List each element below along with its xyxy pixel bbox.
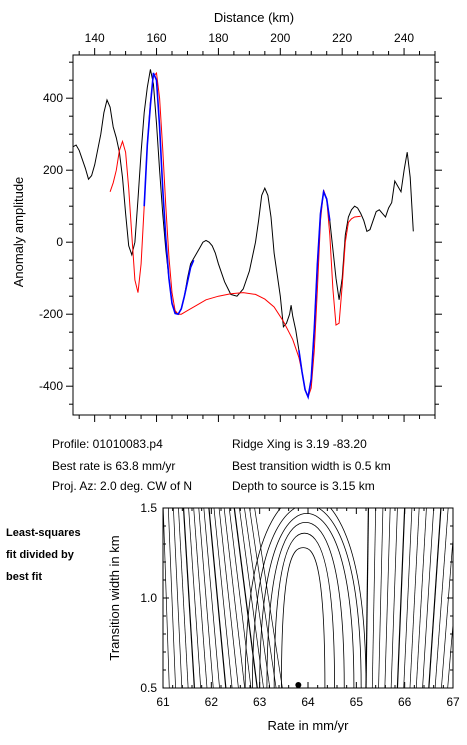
top-y-tick-label: -200 xyxy=(39,307,63,321)
top-y-tick-label: 400 xyxy=(43,91,63,105)
contour-line xyxy=(390,508,398,688)
contour-line xyxy=(193,508,208,688)
top-y-tick-label: -400 xyxy=(39,379,63,393)
contour-line xyxy=(365,508,370,688)
best-fit-marker xyxy=(295,682,302,688)
contour-line xyxy=(244,508,271,688)
contour-line xyxy=(415,508,427,688)
contour-line xyxy=(198,508,214,688)
observed-profile-line xyxy=(72,69,414,399)
profile-text: Profile: 01010083.p4 xyxy=(52,437,163,451)
contour-line xyxy=(460,508,467,688)
rate-tick-label: 67 xyxy=(446,695,460,709)
contour-line xyxy=(396,508,406,688)
contour-line xyxy=(403,508,413,688)
width-tick-label: 0.5 xyxy=(140,681,157,695)
bottom-plot-frame xyxy=(162,507,454,689)
top-y-tick-label: 0 xyxy=(56,235,63,249)
projection-azimuth-text: Proj. Az: 2.0 deg. CW of N xyxy=(52,479,193,493)
contour-line xyxy=(178,508,189,688)
contour-line xyxy=(173,508,183,688)
contour-line xyxy=(239,508,264,688)
side-label-line-3: best fit xyxy=(6,571,43,583)
contour-line xyxy=(249,508,277,688)
contour-line xyxy=(182,508,196,688)
ridge-crossing-text: Ridge Xing is 3.19 -83.20 xyxy=(232,437,367,451)
depth-to-source-text: Depth to source is 3.15 km xyxy=(232,479,375,493)
contour-line xyxy=(409,508,420,688)
anomaly-profile-chart: Distance (km) Anomaly amplitude 140 160 18… xyxy=(11,10,442,422)
rate-tick-label: 65 xyxy=(350,695,364,709)
contour-line xyxy=(259,512,355,688)
contour-line xyxy=(281,547,326,688)
contour-line xyxy=(208,508,227,688)
rate-tick-label: 63 xyxy=(253,695,267,709)
side-label-line-2: fit divided by xyxy=(6,549,74,561)
top-y-axis-label: Anomaly amplitude xyxy=(11,177,26,288)
contour-line xyxy=(422,508,435,688)
contour-line xyxy=(163,665,164,688)
contour-line xyxy=(266,521,345,688)
top-x-tick-label: 200 xyxy=(270,31,290,45)
top-y-tick-label: 200 xyxy=(43,163,63,177)
contour-line xyxy=(371,508,377,688)
fitted-segment-line-2 xyxy=(298,188,331,400)
contour-line xyxy=(384,508,391,688)
contour-line xyxy=(434,508,449,688)
contour-line xyxy=(213,508,233,688)
best-transition-text: Best transition width is 0.5 km xyxy=(232,459,391,473)
model-profile-line xyxy=(109,71,361,399)
rate-tick-label: 61 xyxy=(156,695,170,709)
top-x-tick-label: 240 xyxy=(394,31,414,45)
rate-tick-label: 62 xyxy=(205,695,219,709)
contour-line xyxy=(167,508,176,688)
top-x-axis-label: Distance (km) xyxy=(214,10,294,25)
misfit-contour-chart: 61 62 63 64 65 66 67 0.5 1.0 1.5 Rate in mm/yr Tr… xyxy=(107,501,467,733)
top-x-tick-label: 160 xyxy=(147,31,167,45)
contour-line xyxy=(218,508,239,688)
contour-line xyxy=(378,508,384,688)
top-plot-frame xyxy=(72,54,436,416)
contour-line xyxy=(428,508,442,688)
bottom-y-axis-label: Transition width in km xyxy=(107,535,122,660)
side-label-line-1: Least-squares xyxy=(6,527,81,539)
contour-line xyxy=(228,508,252,688)
rate-tick-label: 66 xyxy=(398,695,412,709)
best-rate-text: Best rate is 63.8 mm/yr xyxy=(52,459,176,473)
top-x-tick-label: 140 xyxy=(85,31,105,45)
width-tick-label: 1.0 xyxy=(140,591,157,605)
bottom-x-axis-label: Rate in mm/yr xyxy=(268,718,350,733)
contour-line xyxy=(273,532,335,688)
contour-line xyxy=(454,508,467,688)
contour-line xyxy=(447,619,453,688)
contour-side-label: Least-squares fit divided by best fit xyxy=(6,522,116,588)
rate-tick-label: 64 xyxy=(301,695,315,709)
contour-line xyxy=(223,508,246,688)
contour-line xyxy=(254,508,283,688)
width-tick-label: 1.5 xyxy=(140,501,157,515)
top-x-tick-label: 220 xyxy=(332,31,352,45)
contour-line xyxy=(233,508,258,688)
contour-line xyxy=(203,508,220,688)
contour-line xyxy=(252,508,362,688)
contour-line xyxy=(244,508,367,688)
contour-line xyxy=(188,508,202,688)
fitted-segment-line-1 xyxy=(143,72,195,316)
top-x-tick-label: 180 xyxy=(208,31,228,45)
